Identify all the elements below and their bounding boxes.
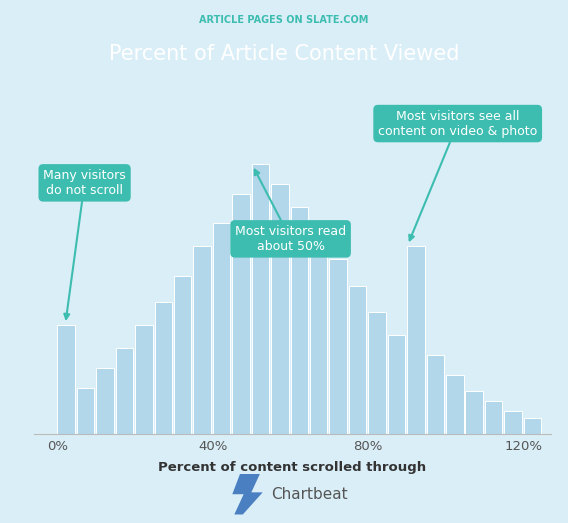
Bar [154,302,172,434]
Bar [194,246,211,434]
X-axis label: Percent of content scrolled through: Percent of content scrolled through [158,461,427,474]
Bar [388,335,405,434]
Bar [368,312,386,434]
Text: Most visitors see all
content on video & photo: Most visitors see all content on video &… [378,109,537,240]
Bar [213,223,231,434]
Bar [232,194,250,434]
Text: ARTICLE PAGES ON SLATE.COM: ARTICLE PAGES ON SLATE.COM [199,15,369,25]
Bar [349,286,366,434]
Text: Percent of Article Content Viewed: Percent of Article Content Viewed [108,44,460,64]
Bar [174,276,191,434]
Bar [96,368,114,434]
Bar [310,233,328,434]
Bar [57,325,75,434]
Bar [77,388,94,434]
Bar [135,325,153,434]
Bar [329,259,347,434]
Bar [524,417,541,434]
Bar [465,391,483,434]
Bar [271,184,289,434]
Bar [427,355,444,434]
Bar [485,401,502,434]
Bar [116,348,133,434]
Bar [291,207,308,434]
Polygon shape [232,474,262,515]
Text: Most visitors read
about 50%: Most visitors read about 50% [235,169,346,253]
Bar [407,246,425,434]
Bar [446,375,463,434]
Bar [504,411,522,434]
Bar [252,164,269,434]
Text: Chartbeat: Chartbeat [272,487,348,502]
Text: Many visitors
do not scroll: Many visitors do not scroll [43,169,126,319]
